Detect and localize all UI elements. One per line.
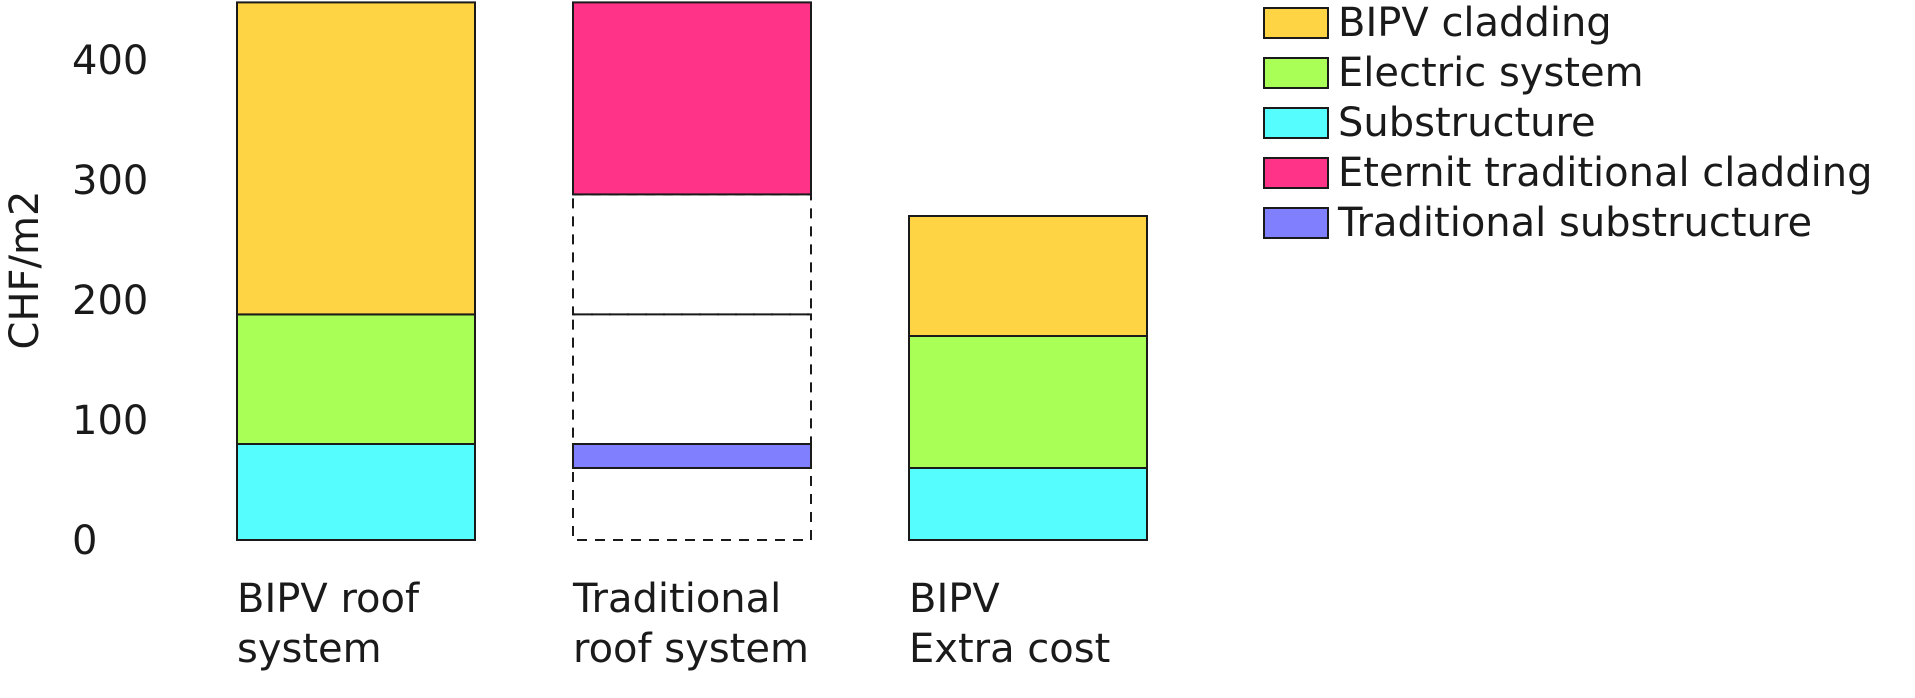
y-tick-label: 100 [72, 398, 148, 444]
legend-label: Electric system [1338, 50, 1644, 96]
bar-segment-bipv-cladding [908, 215, 1148, 337]
reference-outline-segment [572, 443, 812, 541]
category-label: BIPV roof [237, 576, 420, 622]
legend-label: Substructure [1338, 100, 1596, 146]
bar-segment-substructure [908, 467, 1148, 541]
legend-swatch [1263, 57, 1329, 89]
legend-swatch [1263, 207, 1329, 239]
bar-area [236, 1, 1148, 541]
legend-label: BIPV cladding [1338, 0, 1612, 46]
category-label: Traditional [572, 576, 781, 622]
y-tick-label: 200 [72, 278, 148, 324]
legend-label: Eternit traditional cladding [1338, 150, 1873, 196]
bar-segment-electric-system [236, 313, 476, 445]
y-tick-label: 0 [72, 518, 97, 564]
category-label: Extra cost [909, 626, 1110, 672]
category-label: system [237, 626, 382, 672]
y-tick-label: 400 [72, 38, 148, 84]
legend-swatch [1263, 157, 1329, 189]
bar-segment-bipv-cladding [236, 1, 476, 316]
bar-segment-eternit-traditional-cladding [572, 1, 812, 196]
bar-segment-substructure [236, 443, 476, 541]
legend-swatch [1263, 107, 1329, 139]
category-label: BIPV [909, 576, 1000, 622]
y-axis: 0 100 200 300 400 [72, 38, 148, 564]
bar-segment-electric-system [908, 335, 1148, 469]
legend-swatch [1263, 7, 1329, 39]
y-axis-title: CHF/m2 [2, 191, 48, 350]
legend-label: Traditional substructure [1337, 200, 1812, 246]
category-label: roof system [573, 626, 809, 672]
y-tick-label: 300 [72, 158, 148, 204]
reference-outline-segment [572, 313, 812, 445]
reference-outline-segment [572, 193, 812, 316]
bar-segment-traditional-substructure [572, 443, 812, 469]
